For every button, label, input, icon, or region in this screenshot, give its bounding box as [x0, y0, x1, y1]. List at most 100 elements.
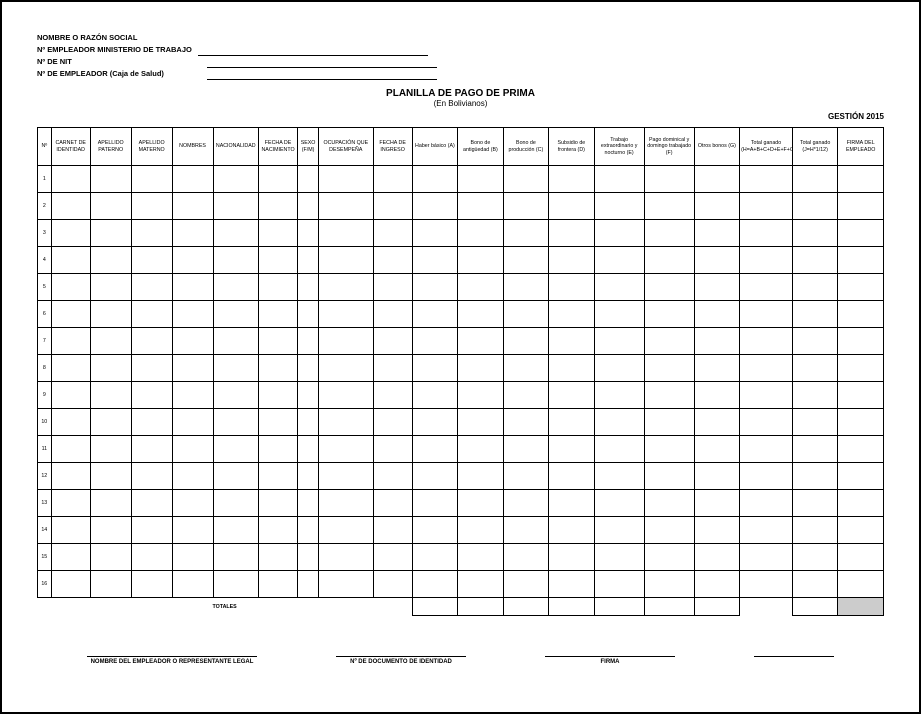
data-cell — [319, 220, 374, 247]
signature-firma: FIRMA — [545, 656, 675, 665]
data-cell — [298, 328, 319, 355]
data-cell — [213, 274, 258, 301]
data-cell — [838, 544, 884, 571]
row-number-cell: 10 — [38, 409, 52, 436]
data-cell — [549, 490, 594, 517]
sig-line — [754, 656, 834, 657]
data-cell — [412, 274, 457, 301]
col-header-5: NACIONALIDAD — [213, 128, 258, 166]
data-cell — [594, 544, 644, 571]
data-cell — [503, 571, 548, 598]
data-cell — [838, 517, 884, 544]
row-number-cell: 16 — [38, 571, 52, 598]
data-cell — [213, 355, 258, 382]
data-cell — [694, 571, 739, 598]
data-cell — [594, 436, 644, 463]
data-cell — [259, 247, 298, 274]
page-frame: NOMBRE O RAZÓN SOCIAL Nº EMPLEADOR MINIS… — [0, 0, 921, 714]
data-cell — [458, 166, 503, 193]
col-header-10: Haber básico (A) — [412, 128, 457, 166]
data-cell — [172, 463, 213, 490]
data-cell — [90, 166, 131, 193]
data-cell — [319, 301, 374, 328]
col-header-9: FECHA DE INGRESO — [373, 128, 412, 166]
data-cell — [694, 544, 739, 571]
row-number-cell: 7 — [38, 328, 52, 355]
data-cell — [594, 301, 644, 328]
data-cell — [51, 463, 90, 490]
data-cell — [131, 382, 172, 409]
sig-label-2: Nº DE DOCUMENTO DE IDENTIDAD — [350, 659, 452, 665]
data-cell — [740, 301, 793, 328]
data-cell — [792, 490, 837, 517]
data-cell — [549, 517, 594, 544]
data-cell — [740, 409, 793, 436]
data-cell — [412, 517, 457, 544]
data-cell — [838, 166, 884, 193]
data-cell — [298, 517, 319, 544]
data-cell — [319, 436, 374, 463]
table-row: 13 — [38, 490, 884, 517]
data-cell — [644, 301, 694, 328]
data-cell — [90, 355, 131, 382]
data-cell — [51, 247, 90, 274]
title-sub: (En Bolivianos) — [37, 99, 884, 108]
data-cell — [90, 517, 131, 544]
data-cell — [131, 193, 172, 220]
data-cell — [319, 328, 374, 355]
data-cell — [644, 409, 694, 436]
data-cell — [172, 517, 213, 544]
col-header-4: NOMBRES — [172, 128, 213, 166]
data-cell — [503, 301, 548, 328]
data-cell — [373, 463, 412, 490]
data-cell — [458, 328, 503, 355]
data-cell — [412, 166, 457, 193]
data-cell — [51, 436, 90, 463]
data-cell — [458, 274, 503, 301]
data-cell — [792, 544, 837, 571]
data-cell — [503, 355, 548, 382]
totals-cell — [412, 598, 457, 616]
data-cell — [838, 328, 884, 355]
table-row: 5 — [38, 274, 884, 301]
data-cell — [259, 436, 298, 463]
data-cell — [319, 355, 374, 382]
data-cell — [51, 328, 90, 355]
table-row: 15 — [38, 544, 884, 571]
data-cell — [412, 220, 457, 247]
data-cell — [51, 301, 90, 328]
data-cell — [172, 382, 213, 409]
data-cell — [694, 382, 739, 409]
data-cell — [373, 247, 412, 274]
data-cell — [594, 409, 644, 436]
data-cell — [213, 490, 258, 517]
title-block: PLANILLA DE PAGO DE PRIMA (En Bolivianos… — [37, 88, 884, 108]
table-foot: TOTALES — [38, 598, 884, 616]
table-row: 10 — [38, 409, 884, 436]
data-cell — [549, 409, 594, 436]
data-cell — [172, 247, 213, 274]
data-cell — [373, 382, 412, 409]
data-cell — [594, 220, 644, 247]
data-cell — [172, 490, 213, 517]
data-cell — [503, 517, 548, 544]
data-cell — [90, 544, 131, 571]
row-number-cell: 6 — [38, 301, 52, 328]
data-cell — [373, 490, 412, 517]
data-cell — [373, 436, 412, 463]
data-cell — [412, 490, 457, 517]
data-cell — [51, 382, 90, 409]
col-header-13: Subsidio de frontera (D) — [549, 128, 594, 166]
totals-cell — [594, 598, 644, 616]
data-cell — [172, 274, 213, 301]
data-cell — [458, 355, 503, 382]
data-cell — [259, 382, 298, 409]
data-cell — [792, 328, 837, 355]
data-cell — [298, 166, 319, 193]
data-cell — [594, 193, 644, 220]
data-cell — [458, 409, 503, 436]
data-cell — [458, 517, 503, 544]
data-cell — [259, 274, 298, 301]
totals-row: TOTALES — [38, 598, 884, 616]
data-cell — [319, 409, 374, 436]
